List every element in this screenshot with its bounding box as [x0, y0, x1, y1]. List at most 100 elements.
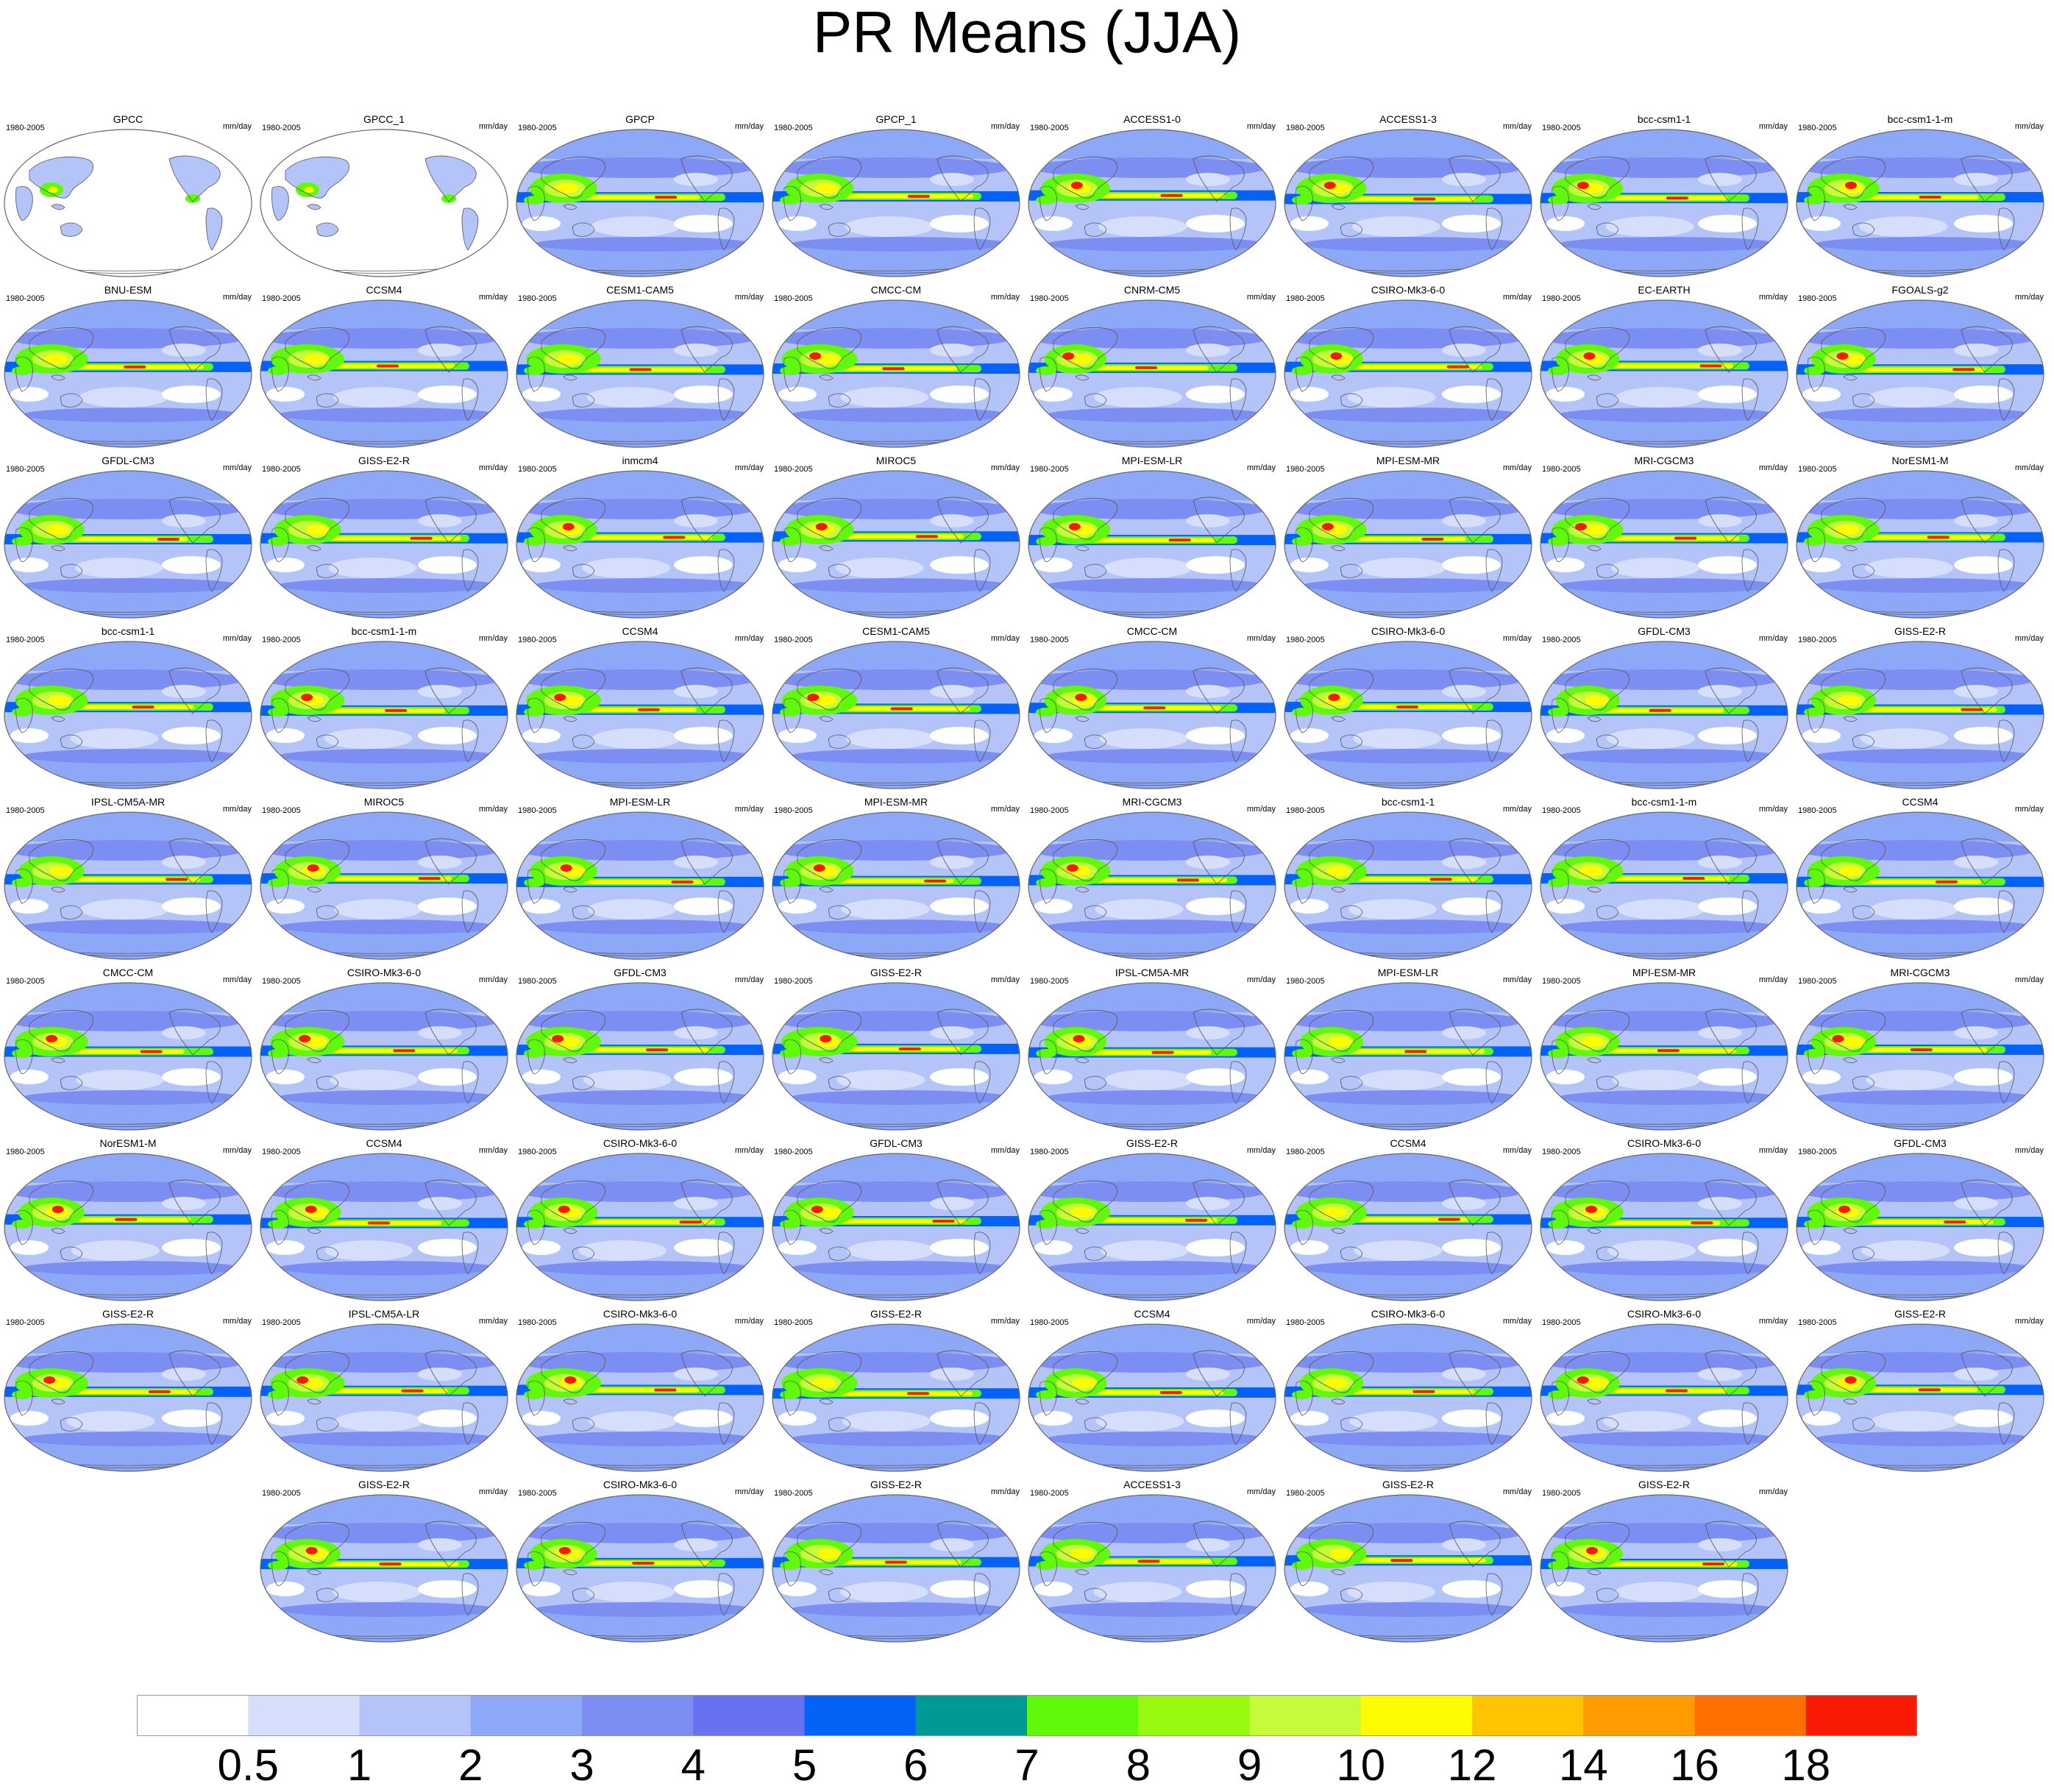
dry-patch — [1186, 1068, 1245, 1086]
land-precip-area — [316, 223, 338, 237]
dry-patch — [79, 387, 168, 408]
precip-map — [1796, 641, 2044, 789]
monsoon-extreme — [562, 523, 575, 530]
coastline — [1843, 1057, 1858, 1064]
panel-units: mm/day — [1758, 1146, 1788, 1155]
coastline — [29, 1351, 93, 1393]
coastline — [563, 545, 578, 552]
precip-map — [1540, 811, 1788, 960]
panel-title: GISS-E2-R — [1126, 1137, 1178, 1149]
map-outline — [1540, 641, 1788, 789]
precip-map — [1540, 470, 1788, 619]
panel-period: 1980-2005 — [774, 124, 813, 132]
indian-ocean-wet — [1036, 537, 1056, 546]
map-outline — [516, 811, 764, 960]
itcz-peak — [906, 1392, 929, 1395]
itcz-peak — [1691, 1221, 1713, 1225]
coastline — [15, 697, 33, 733]
coastline — [2019, 658, 2031, 668]
coastline — [424, 155, 477, 202]
panel-title: MPI-ESM-MR — [1376, 455, 1440, 466]
coastline — [424, 1179, 477, 1226]
dry-patch — [1698, 173, 1742, 186]
itcz-peak — [1390, 1559, 1413, 1562]
itcz-heavy — [834, 1046, 961, 1051]
dry-patch — [1442, 1197, 1486, 1210]
precip-band-south — [516, 418, 764, 447]
precip-band-storm-south — [534, 578, 755, 593]
dry-patch — [1954, 1026, 1998, 1039]
precip-map — [1028, 470, 1276, 619]
precip-band-storm-south — [1046, 1261, 1267, 1276]
panel-title: CCSM4 — [1134, 1308, 1170, 1320]
precip-map — [1284, 1323, 1532, 1472]
precip-band-north — [1797, 129, 2044, 159]
precip-band-north — [1284, 812, 1532, 842]
panel-title: GPCC_1 — [363, 113, 405, 125]
precip-map — [1540, 1153, 1788, 1301]
coastline — [1565, 327, 1630, 369]
dry-patch — [1954, 1409, 2013, 1427]
coastline — [828, 734, 851, 749]
indian-ocean-wet — [524, 1390, 544, 1399]
map-panel: 1980-2005 CCSM4 mm/day — [512, 622, 768, 792]
panel-title: GISS-E2-R — [358, 1479, 410, 1490]
panel-units: mm/day — [1758, 1317, 1788, 1326]
precip-band-south — [1028, 1442, 1276, 1471]
coastline — [1229, 1402, 1247, 1446]
dry-patch — [930, 1026, 974, 1039]
panel-units: mm/day — [1758, 293, 1788, 302]
precip-band-south — [260, 930, 508, 959]
coastline — [995, 1000, 1007, 1009]
dry-patch — [674, 897, 733, 915]
dry-patch — [592, 728, 681, 749]
map-outline — [1028, 1494, 1276, 1643]
dry-patch — [162, 1068, 221, 1086]
map-panel: 1980-2005 IPSL-CM5A-LR mm/day — [256, 1305, 512, 1474]
coastline — [1808, 697, 1825, 733]
coastline — [1596, 1417, 1619, 1432]
coastline — [1596, 1075, 1619, 1090]
precip-band-north — [260, 812, 508, 842]
coastline — [1843, 886, 1858, 893]
precip-band-north — [1284, 983, 1532, 1012]
itcz-heavy — [1858, 1220, 1994, 1225]
panel-units: mm/day — [734, 463, 764, 472]
indian-ocean-wet — [1292, 1220, 1312, 1229]
panel-units: mm/day — [1758, 122, 1788, 131]
coastline — [527, 185, 545, 221]
indian-ocean-wet — [1292, 196, 1312, 205]
coastline — [1507, 1170, 1519, 1180]
coastline — [2019, 1341, 2031, 1351]
panel-units: mm/day — [1246, 634, 1276, 643]
precip-band-storm-south — [1302, 749, 1523, 764]
dry-patch — [930, 1068, 989, 1086]
panel-units: mm/day — [1758, 1487, 1788, 1496]
map-panel: 1980-2005 CCSM4 mm/day — [1280, 1134, 1536, 1304]
map-panel: 1980-2005 ACCESS1-0 mm/day — [1024, 110, 1280, 280]
dry-patch — [674, 856, 718, 869]
coastline — [1296, 697, 1313, 733]
panel-title: EC-EARTH — [1638, 284, 1691, 296]
coastline — [1852, 1417, 1875, 1432]
coastline — [937, 1009, 989, 1056]
coastline — [1309, 668, 1374, 711]
colorbar-tick-label: 1 — [347, 1741, 372, 1790]
coastline — [1552, 185, 1569, 221]
panel-period: 1980-2005 — [774, 1318, 813, 1327]
dry-patch — [1290, 1070, 1329, 1084]
coastline — [424, 1350, 477, 1397]
panel-title: MPI-ESM-LR — [1377, 967, 1439, 978]
coastline — [1852, 1246, 1875, 1261]
dry-patch — [10, 387, 49, 402]
coastline — [995, 1341, 1007, 1351]
coastline — [2019, 488, 2031, 497]
dry-patch — [328, 558, 417, 578]
monsoon-heavy — [1326, 866, 1351, 876]
dry-patch — [74, 558, 163, 578]
dry-patch — [1954, 344, 1998, 357]
precip-band-north — [772, 129, 1020, 159]
coastline — [783, 697, 801, 733]
coastline — [680, 667, 733, 714]
panel-period: 1980-2005 — [262, 1318, 301, 1327]
